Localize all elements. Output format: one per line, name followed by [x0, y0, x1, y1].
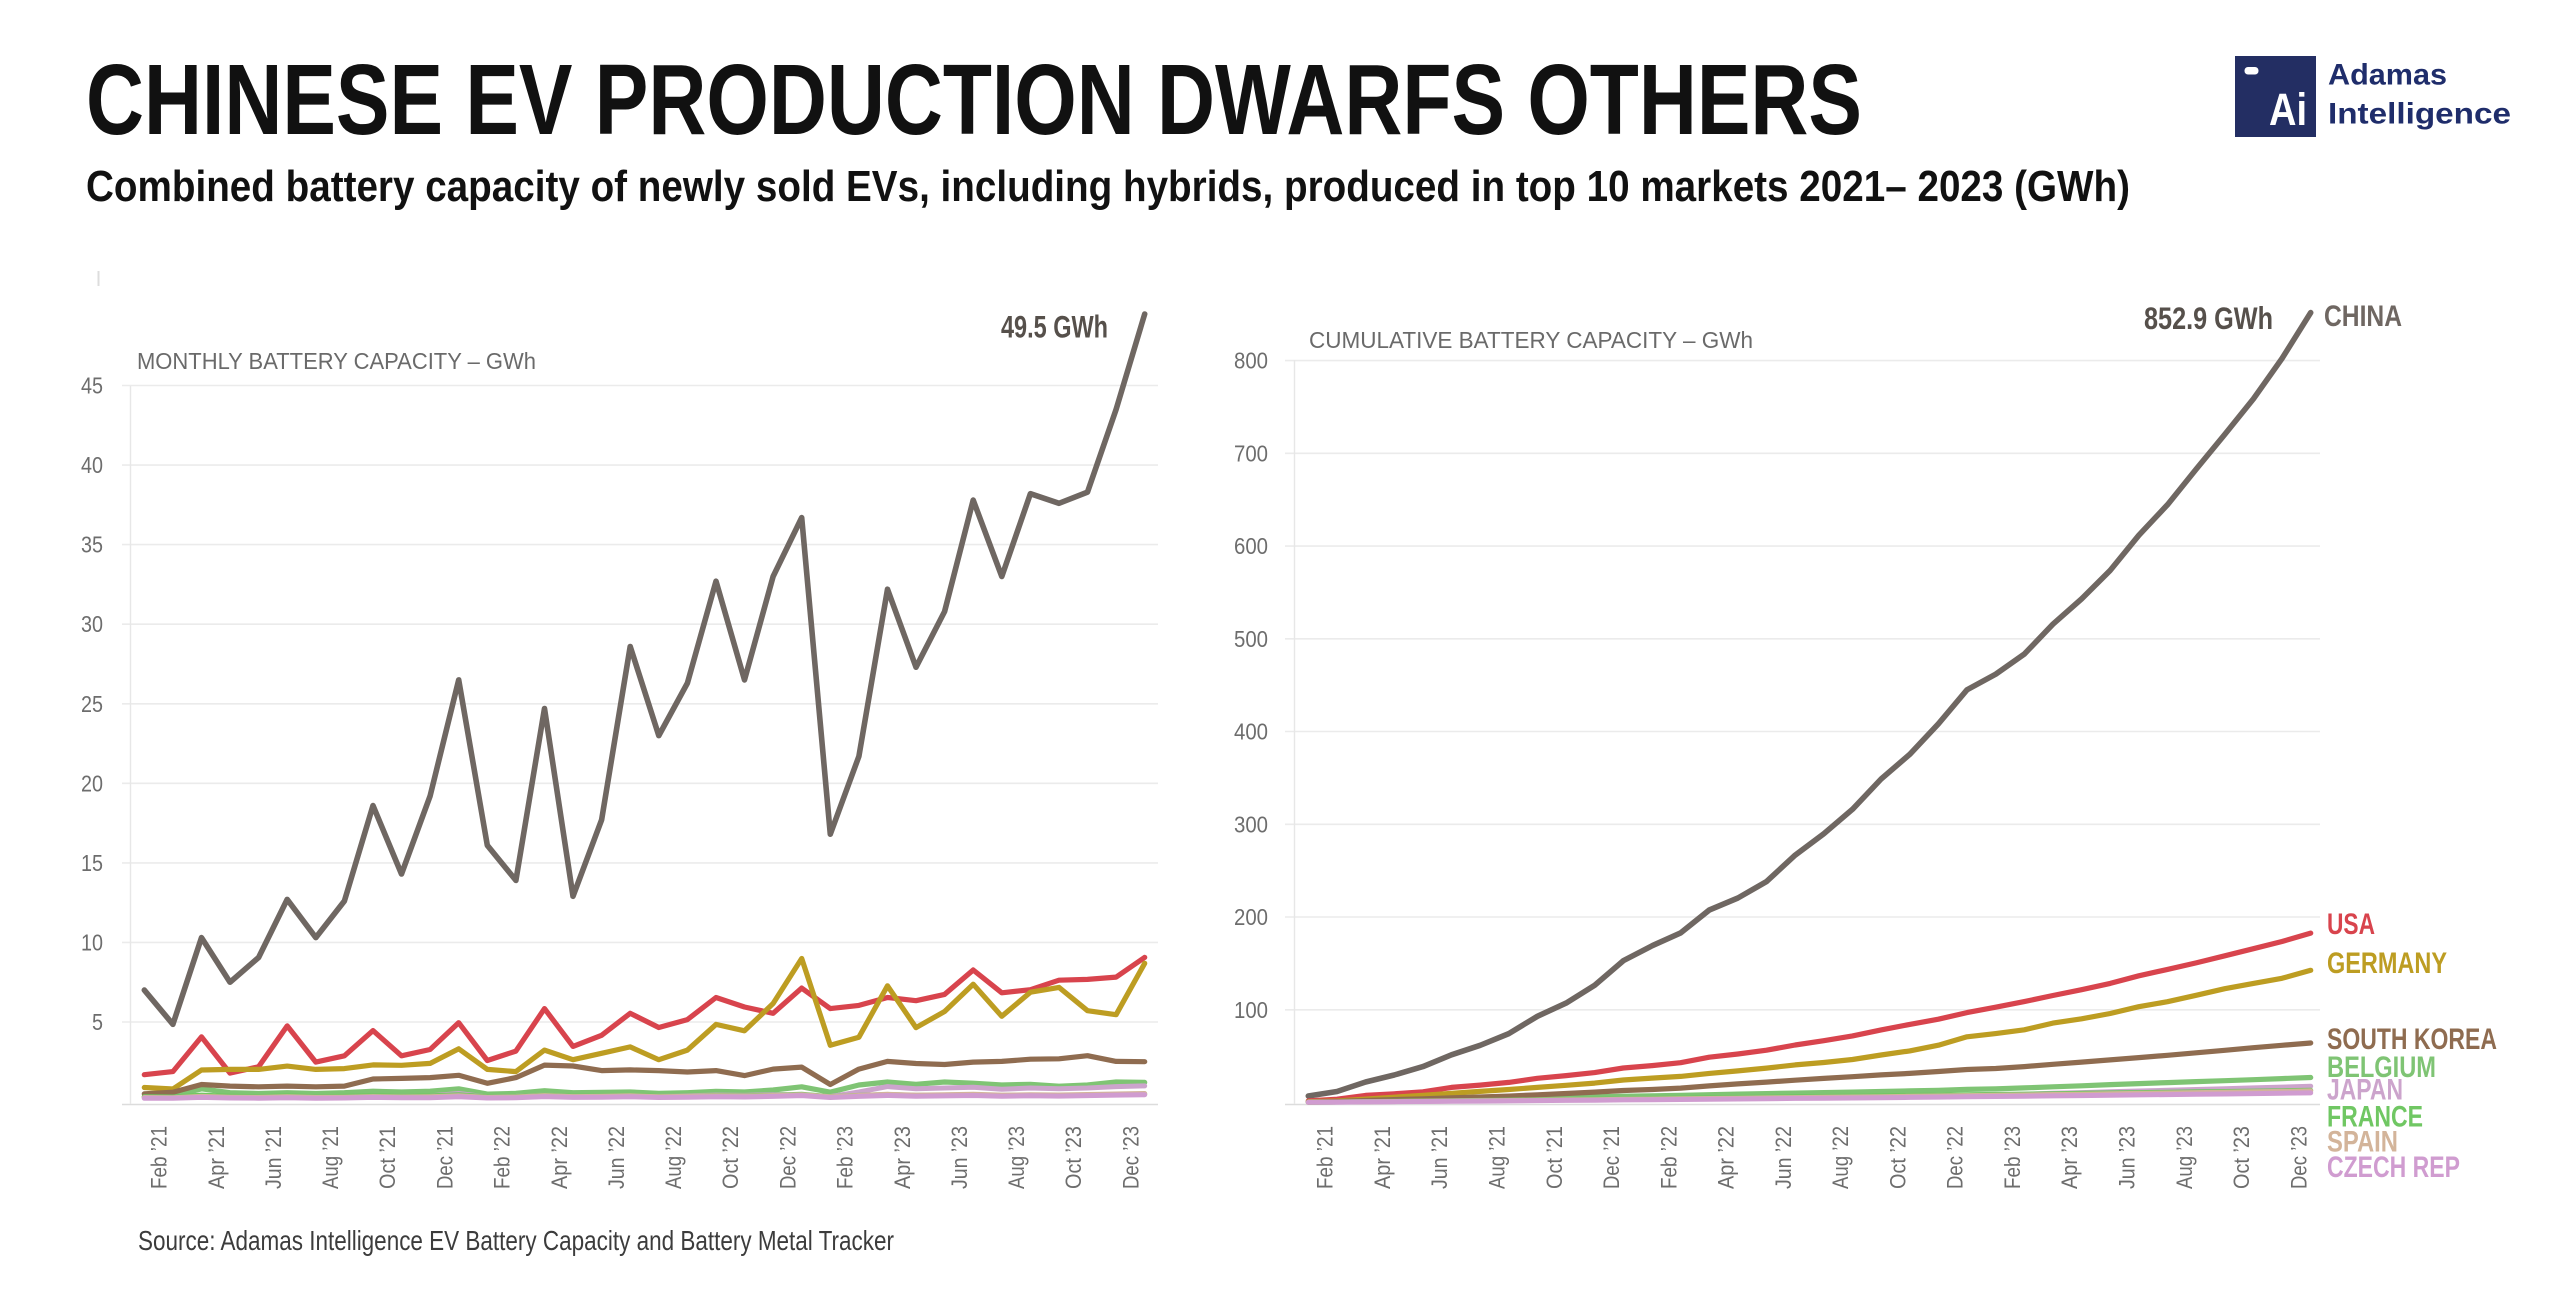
svg-text:200: 200 [1234, 904, 1268, 930]
svg-text:Jun ’23: Jun ’23 [947, 1126, 972, 1189]
svg-text:45: 45 [81, 373, 103, 399]
svg-text:SPAIN: SPAIN [2327, 1126, 2398, 1159]
svg-text:Dec ’22: Dec ’22 [775, 1126, 800, 1189]
svg-text:Oct ’21: Oct ’21 [1542, 1126, 1567, 1189]
svg-text:Combined battery capacity of n: Combined battery capacity of newly sold … [86, 162, 2130, 211]
svg-text:Ai: Ai [2269, 84, 2307, 135]
svg-text:Aug ’21: Aug ’21 [1485, 1126, 1510, 1189]
svg-text:SOUTH KOREA: SOUTH KOREA [2327, 1023, 2497, 1056]
svg-text:Apr ’22: Apr ’22 [547, 1126, 572, 1189]
svg-text:15: 15 [81, 850, 103, 876]
svg-text:Oct ’21: Oct ’21 [375, 1126, 400, 1189]
svg-text:Dec ’21: Dec ’21 [432, 1126, 457, 1189]
svg-text:Dec ’21: Dec ’21 [1599, 1126, 1624, 1189]
svg-text:Jun ’21: Jun ’21 [261, 1126, 286, 1189]
svg-text:Jun ’22: Jun ’22 [1771, 1126, 1796, 1189]
svg-text:500: 500 [1234, 626, 1268, 652]
svg-text:Source: Adamas Intelligence EV: Source: Adamas Intelligence EV Battery C… [138, 1225, 894, 1256]
svg-text:Apr ’21: Apr ’21 [1370, 1126, 1395, 1189]
svg-text:Dec ’23: Dec ’23 [1118, 1126, 1143, 1189]
svg-text:Aug ’21: Aug ’21 [318, 1126, 343, 1189]
svg-text:Oct ’23: Oct ’23 [1061, 1126, 1086, 1189]
svg-text:25: 25 [81, 691, 103, 717]
svg-text:Adamas: Adamas [2328, 59, 2447, 92]
svg-text:Aug ’22: Aug ’22 [661, 1126, 686, 1189]
svg-text:BELGIUM: BELGIUM [2327, 1051, 2436, 1084]
svg-text:Apr ’23: Apr ’23 [890, 1126, 915, 1189]
svg-text:Apr ’23: Apr ’23 [2057, 1126, 2082, 1189]
svg-text:10: 10 [81, 929, 103, 955]
svg-text:Aug ’23: Aug ’23 [1004, 1126, 1029, 1189]
svg-text:600: 600 [1234, 533, 1268, 559]
svg-text:Feb ’23: Feb ’23 [833, 1126, 858, 1189]
svg-text:MONTHLY BATTERY CAPACITY – GWh: MONTHLY BATTERY CAPACITY – GWh [137, 348, 536, 374]
svg-text:700: 700 [1234, 440, 1268, 466]
svg-text:Intelligence: Intelligence [2328, 98, 2511, 131]
svg-text:Apr ’21: Apr ’21 [204, 1126, 229, 1189]
svg-text:400: 400 [1234, 719, 1268, 745]
svg-text:Feb ’22: Feb ’22 [490, 1126, 515, 1189]
svg-text:USA: USA [2327, 908, 2375, 941]
svg-text:CHINESE EV PRODUCTION DWARFS O: CHINESE EV PRODUCTION DWARFS OTHERS [86, 44, 1862, 156]
svg-text:40: 40 [81, 452, 103, 478]
svg-text:Oct ’22: Oct ’22 [1885, 1126, 1910, 1189]
svg-text:100: 100 [1234, 997, 1268, 1023]
svg-text:5: 5 [92, 1009, 103, 1035]
svg-text:CZECH REP: CZECH REP [2327, 1151, 2460, 1184]
svg-text:Jun ’22: Jun ’22 [604, 1126, 629, 1189]
svg-text:Feb ’21: Feb ’21 [1313, 1126, 1338, 1189]
svg-text:Aug ’22: Aug ’22 [1828, 1126, 1853, 1189]
svg-text:49.5 GWh: 49.5 GWh [1001, 309, 1108, 345]
svg-text:Feb ’23: Feb ’23 [2000, 1126, 2025, 1189]
svg-text:CHINA: CHINA [2324, 300, 2402, 333]
svg-text:30: 30 [81, 611, 103, 637]
svg-text:20: 20 [81, 770, 103, 796]
svg-text:300: 300 [1234, 811, 1268, 837]
svg-text:Feb ’21: Feb ’21 [147, 1126, 172, 1189]
svg-text:Feb ’22: Feb ’22 [1656, 1126, 1681, 1189]
svg-text:Oct ’23: Oct ’23 [2229, 1126, 2254, 1189]
svg-text:Oct ’22: Oct ’22 [718, 1126, 743, 1189]
svg-text:Apr ’22: Apr ’22 [1714, 1126, 1739, 1189]
svg-text:Dec ’22: Dec ’22 [1943, 1126, 1968, 1189]
svg-text:Aug ’23: Aug ’23 [2172, 1126, 2197, 1189]
svg-text:35: 35 [81, 532, 103, 558]
svg-text:JAPAN: JAPAN [2327, 1074, 2403, 1107]
svg-text:GERMANY: GERMANY [2327, 947, 2447, 980]
svg-text:800: 800 [1234, 348, 1268, 374]
svg-text:FRANCE: FRANCE [2327, 1101, 2423, 1134]
svg-text:Dec ’23: Dec ’23 [2286, 1126, 2311, 1189]
svg-text:852.9 GWh: 852.9 GWh [2144, 300, 2273, 336]
svg-text:Jun ’23: Jun ’23 [2115, 1126, 2140, 1189]
svg-text:Jun ’21: Jun ’21 [1427, 1126, 1452, 1189]
svg-text:CUMULATIVE BATTERY CAPACITY –: CUMULATIVE BATTERY CAPACITY – GWh [1309, 327, 1753, 353]
